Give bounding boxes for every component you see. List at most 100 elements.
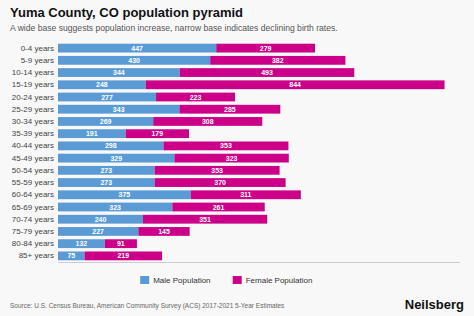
y-axis: 0-4 years 5-9 years 10-14 years 15-19 years… (12, 44, 54, 261)
bar (58, 56, 210, 65)
bar (163, 141, 288, 150)
bar (85, 251, 163, 260)
data-label: 308 (202, 118, 214, 125)
bar (58, 44, 216, 53)
x-axis-line (58, 262, 460, 263)
watermark: Neilsberg (405, 297, 464, 312)
legend-label: Male Population (153, 276, 210, 285)
y-tick-label: 85+ years (19, 251, 54, 260)
bar (210, 56, 345, 65)
bar (58, 68, 180, 77)
bar (58, 239, 105, 248)
bar (58, 105, 179, 114)
bar (58, 129, 126, 138)
bar (58, 178, 155, 187)
data-label: 248 (96, 81, 108, 88)
bar (138, 227, 189, 236)
y-tick-label: 75-79 years (12, 227, 54, 236)
data-label: 353 (211, 167, 223, 174)
legend-swatch (140, 276, 149, 284)
bar (58, 203, 172, 212)
bar (143, 215, 267, 224)
bar (153, 117, 262, 126)
bar (58, 166, 155, 175)
chart: Yuma County, CO population pyramid A wide… (0, 0, 474, 316)
y-tick-label: 10-14 years (12, 68, 54, 77)
bars (58, 44, 445, 261)
data-label: 844 (289, 81, 301, 88)
bar (58, 154, 174, 163)
bar (105, 239, 137, 248)
y-tick-label: 65-69 years (12, 203, 54, 212)
y-tick-label: 80-84 years (12, 239, 54, 248)
y-tick-label: 30-34 years (12, 117, 54, 126)
y-tick-label: 45-49 years (12, 154, 54, 163)
data-label: 493 (261, 69, 273, 76)
data-label: 351 (199, 216, 211, 223)
y-tick-label: 5-9 years (21, 56, 54, 65)
data-label: 227 (92, 228, 104, 235)
y-tick-label: 40-44 years (12, 141, 54, 150)
data-labels: 4474303442482773432691912983292732733753… (67, 45, 301, 260)
bar (126, 129, 189, 138)
y-tick-label: 0-4 years (21, 44, 54, 53)
subtitle: A wide base suggests population increase… (10, 23, 338, 33)
data-label: 240 (95, 216, 107, 223)
data-label: 375 (119, 191, 131, 198)
data-label: 298 (105, 142, 117, 149)
bar (155, 166, 280, 175)
data-label: 311 (240, 191, 251, 198)
data-label: 277 (101, 94, 113, 101)
bar (156, 93, 235, 102)
source: Source: U.S. Census Bureau, American Com… (10, 302, 285, 310)
y-tick-label: 55-59 years (12, 178, 54, 187)
legend: Male Population Female Population (140, 276, 312, 285)
y-tick-label: 35-39 years (12, 129, 54, 138)
data-label: 353 (220, 142, 232, 149)
y-tick-label: 50-54 years (12, 166, 54, 175)
bar (172, 203, 264, 212)
legend-label: Female Population (246, 276, 313, 285)
bar (58, 227, 138, 236)
bar (191, 190, 301, 199)
data-label: 279 (260, 45, 272, 52)
data-label: 223 (190, 94, 202, 101)
bar (58, 80, 146, 89)
y-tick-label: 60-64 years (12, 190, 54, 199)
data-label: 132 (76, 240, 88, 247)
data-label: 323 (226, 155, 238, 162)
data-label: 329 (110, 155, 122, 162)
data-label: 91 (117, 240, 125, 247)
bar (174, 154, 288, 163)
y-tick-label: 70-74 years (12, 215, 54, 224)
y-tick-label: 25-29 years (12, 105, 54, 114)
bar (216, 44, 315, 53)
data-label: 179 (151, 130, 163, 137)
data-label: 344 (113, 69, 125, 76)
data-label: 219 (117, 252, 129, 259)
data-label: 370 (214, 179, 226, 186)
bar (179, 105, 280, 114)
data-label: 273 (100, 167, 112, 174)
bar (58, 117, 153, 126)
bar (155, 178, 286, 187)
y-tick-label: 15-19 years (12, 80, 54, 89)
bar (58, 251, 85, 260)
title: Yuma County, CO population pyramid (10, 5, 243, 20)
data-label: 343 (113, 106, 125, 113)
y-tick-label: 20-24 years (12, 93, 54, 102)
bar (58, 190, 191, 199)
bar (58, 215, 143, 224)
data-label: 75 (67, 252, 75, 259)
data-label: 191 (86, 130, 98, 137)
legend-swatch (233, 276, 242, 284)
data-label: 447 (131, 45, 143, 52)
data-label: 273 (100, 179, 112, 186)
bar (180, 68, 355, 77)
data-label: 323 (109, 204, 121, 211)
bar (146, 80, 445, 89)
background (0, 0, 474, 316)
data-label: 269 (100, 118, 112, 125)
bar (58, 141, 163, 150)
data-label: 145 (158, 228, 170, 235)
